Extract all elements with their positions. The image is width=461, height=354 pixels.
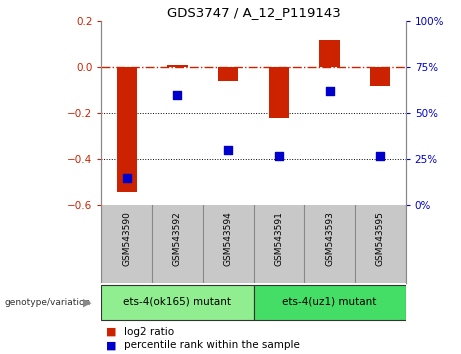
Bar xyxy=(319,40,340,67)
Text: ets-4(uz1) mutant: ets-4(uz1) mutant xyxy=(283,297,377,307)
Text: ■: ■ xyxy=(106,340,117,350)
Text: GSM543595: GSM543595 xyxy=(376,212,385,267)
Point xyxy=(225,147,232,153)
Text: GSM543592: GSM543592 xyxy=(173,212,182,266)
Text: GSM543591: GSM543591 xyxy=(274,212,284,267)
Text: ets-4(ok165) mutant: ets-4(ok165) mutant xyxy=(124,297,231,307)
Point xyxy=(377,153,384,159)
Text: GSM543593: GSM543593 xyxy=(325,212,334,267)
Point xyxy=(174,92,181,98)
Bar xyxy=(101,285,254,320)
Bar xyxy=(167,65,188,67)
Text: log2 ratio: log2 ratio xyxy=(124,327,175,337)
Text: GSM543590: GSM543590 xyxy=(122,212,131,267)
Point xyxy=(275,153,283,159)
Bar xyxy=(254,285,406,320)
Text: ■: ■ xyxy=(106,327,117,337)
Bar xyxy=(117,67,137,192)
Text: percentile rank within the sample: percentile rank within the sample xyxy=(124,340,301,350)
Bar xyxy=(269,67,289,118)
Bar xyxy=(370,67,390,86)
Text: genotype/variation: genotype/variation xyxy=(5,298,91,307)
Point xyxy=(123,175,130,181)
Title: GDS3747 / A_12_P119143: GDS3747 / A_12_P119143 xyxy=(167,6,340,19)
Point xyxy=(326,88,333,94)
Text: GSM543594: GSM543594 xyxy=(224,212,233,266)
Text: ▶: ▶ xyxy=(83,298,92,308)
Bar xyxy=(218,67,238,81)
